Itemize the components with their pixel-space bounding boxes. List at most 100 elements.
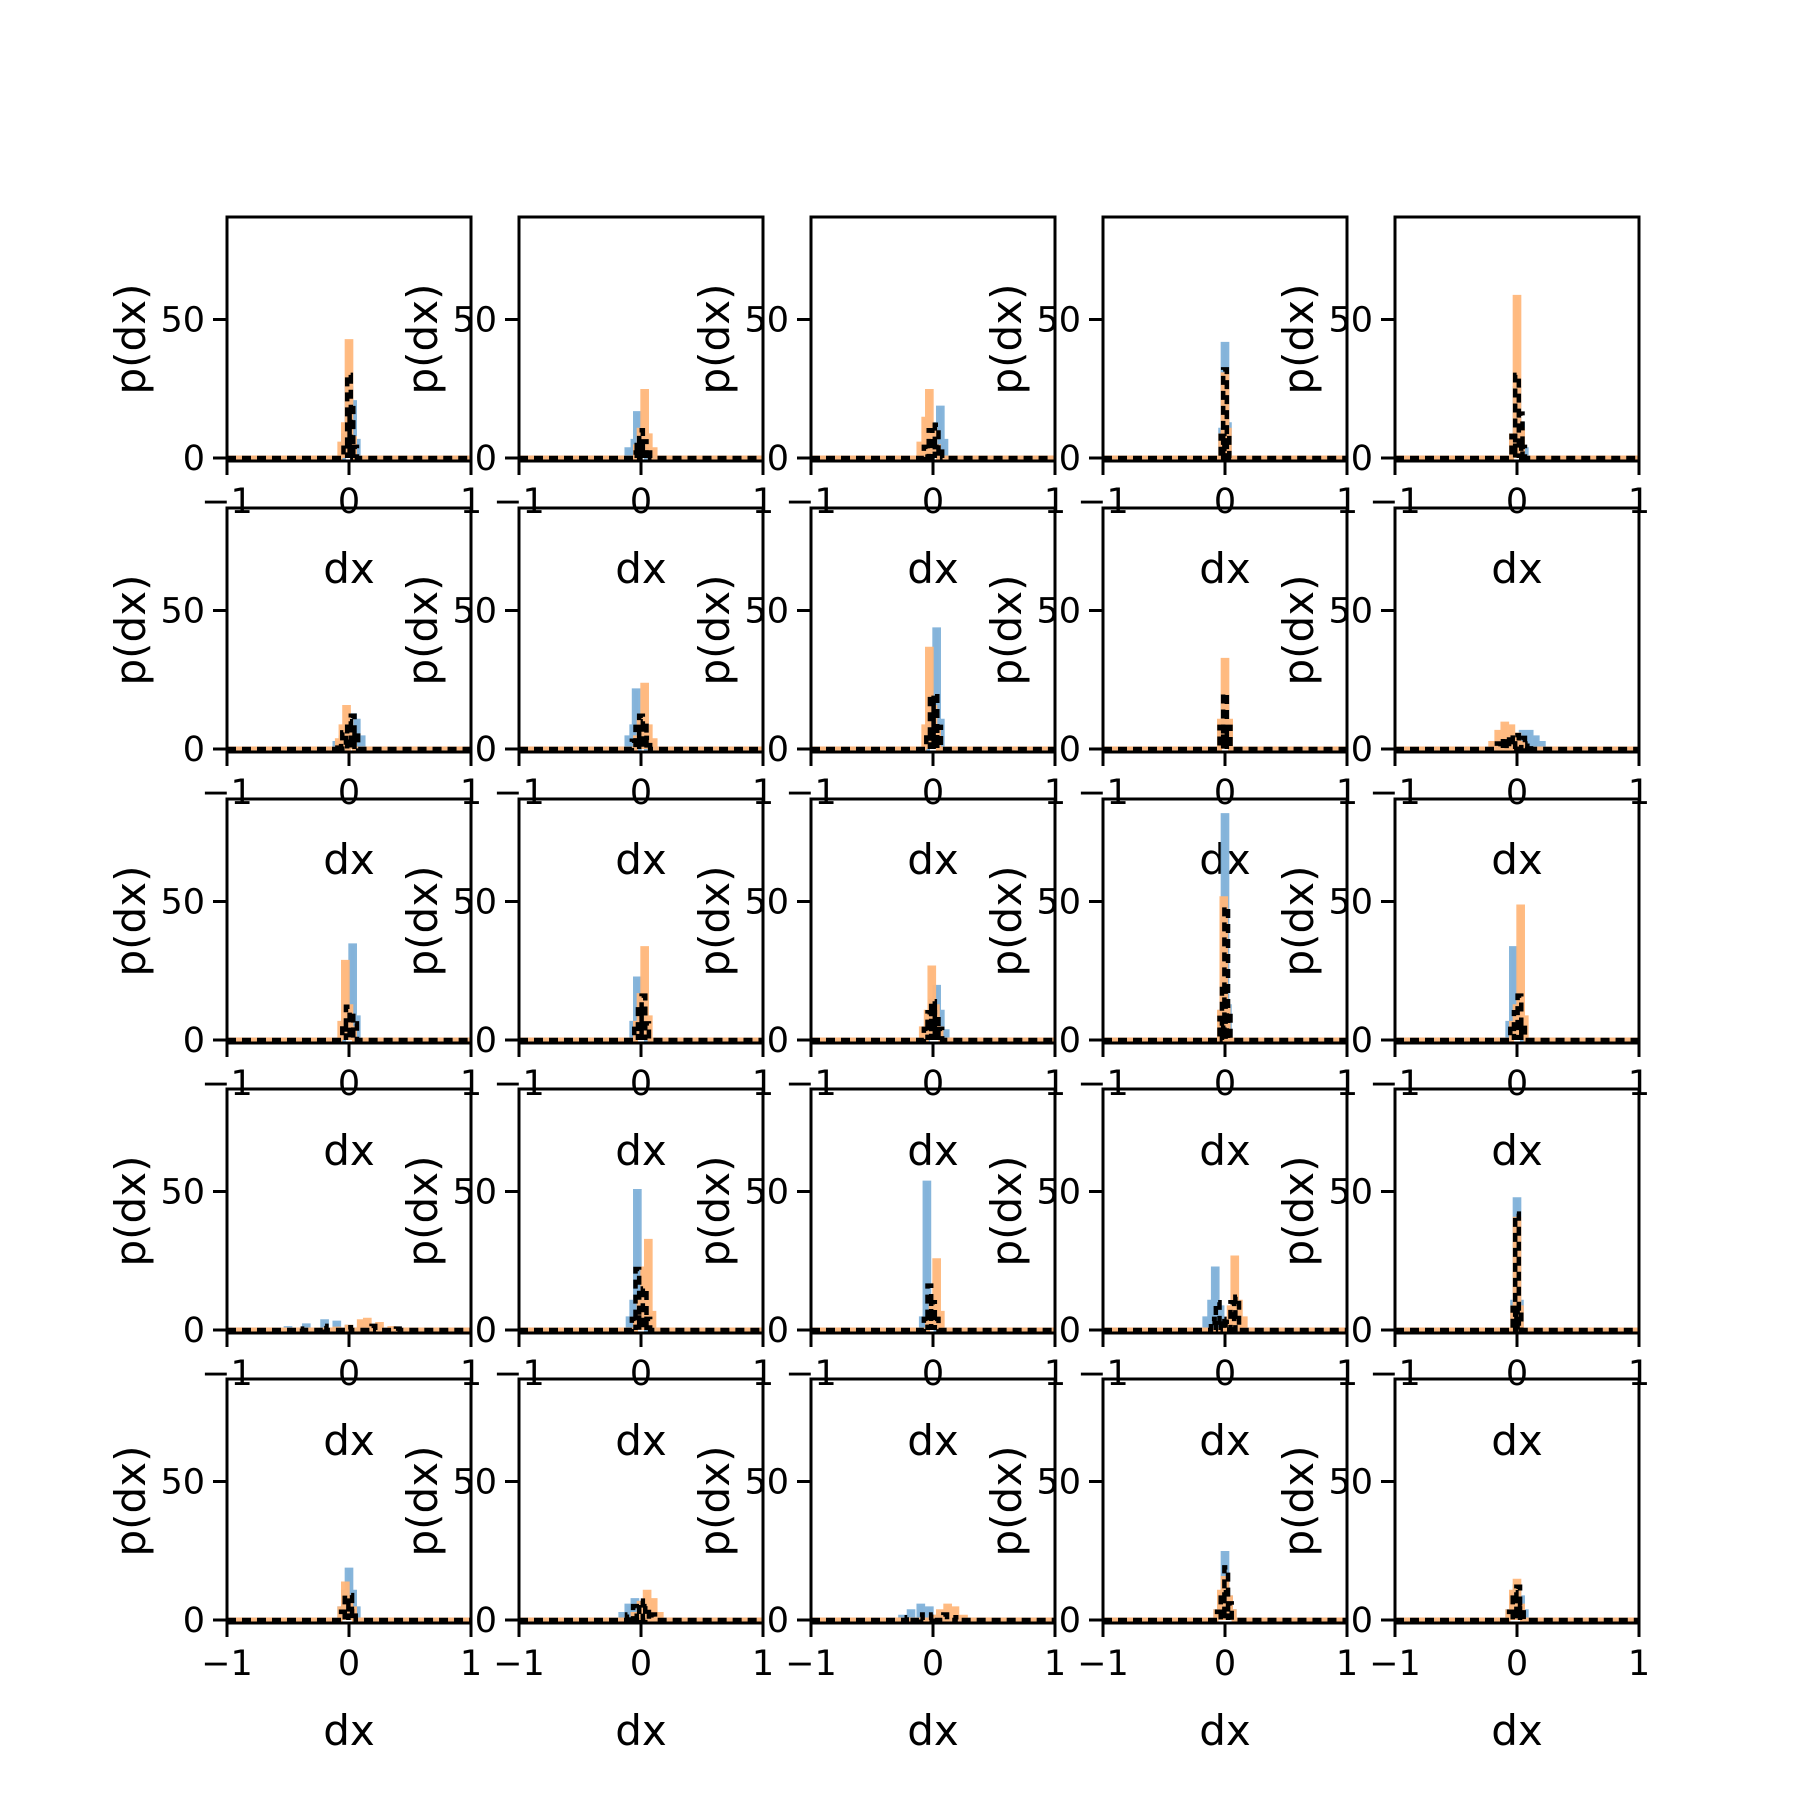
y-tick-label: 0 — [1059, 1021, 1081, 1061]
x-tick-label: 1 — [1044, 1354, 1066, 1394]
histogram-line-c — [811, 998, 1055, 1043]
series-c-r3-c2 — [811, 1283, 1055, 1333]
x-tick-label: 1 — [752, 773, 774, 813]
y-tick-label: 50 — [744, 300, 789, 340]
y-axis-label: p(dx) — [690, 1156, 739, 1267]
y-axis-label: p(dx) — [106, 284, 155, 395]
series-c-r4-c2 — [811, 1612, 1055, 1623]
x-tick-label: 1 — [1336, 1064, 1358, 1104]
histogram-bar — [365, 1320, 370, 1330]
y-tick-label: 50 — [1328, 1462, 1373, 1502]
histogram-line-c — [227, 1004, 471, 1043]
histogram-bar — [1533, 737, 1538, 749]
x-tick-label: 1 — [1044, 1644, 1066, 1684]
x-axis-label: dx — [323, 1706, 375, 1755]
y-tick-label: 0 — [767, 439, 789, 479]
x-axis-label: dx — [615, 1416, 667, 1465]
x-tick-label: −1 — [1369, 1644, 1421, 1684]
y-tick-label: 0 — [1351, 1311, 1373, 1351]
x-tick-label: 1 — [1044, 773, 1066, 813]
x-tick-label: 0 — [338, 1644, 360, 1684]
x-axis-label: dx — [1491, 1416, 1543, 1465]
x-tick-label: 1 — [1628, 482, 1650, 522]
y-tick-label: 50 — [744, 591, 789, 631]
y-tick-label: 50 — [160, 591, 205, 631]
histogram-line-c — [519, 1598, 763, 1623]
x-axis-label: dx — [1199, 1416, 1251, 1465]
x-tick-label: −1 — [493, 1644, 545, 1684]
y-tick-label: 50 — [160, 882, 205, 922]
histogram-line-c — [227, 372, 471, 461]
y-axis-label: p(dx) — [106, 575, 155, 686]
y-tick-label: 0 — [1059, 439, 1081, 479]
histogram-bar — [635, 1023, 640, 1040]
histogram-bar — [1518, 907, 1523, 1040]
histogram-line-c — [811, 691, 1055, 752]
histogram-line-c — [227, 1592, 471, 1623]
y-axis-label: p(dx) — [1274, 866, 1323, 977]
y-tick-label: 0 — [767, 730, 789, 770]
histogram-bar — [953, 1608, 957, 1620]
histogram-bar — [646, 1017, 651, 1040]
x-axis-label: dx — [323, 1416, 375, 1465]
histogram-bar — [1204, 1318, 1209, 1330]
histogram-bar — [1490, 743, 1495, 749]
y-axis-label: p(dx) — [398, 575, 447, 686]
histogram-bar — [620, 1614, 625, 1620]
y-tick-label: 0 — [767, 1021, 789, 1061]
y-tick-label: 0 — [475, 1311, 497, 1351]
y-axis-label: p(dx) — [982, 1446, 1031, 1557]
y-tick-label: 0 — [1059, 1311, 1081, 1351]
y-tick-label: 50 — [160, 1172, 205, 1212]
y-axis-label: p(dx) — [106, 1156, 155, 1267]
y-tick-label: 0 — [475, 1601, 497, 1641]
x-tick-label: 0 — [630, 482, 652, 522]
y-axis-label: p(dx) — [690, 284, 739, 395]
histogram-bar — [909, 1611, 913, 1620]
histogram-line-b — [1395, 294, 1639, 461]
histogram-line-c — [811, 1612, 1055, 1623]
series-c-r1-c3 — [1103, 691, 1347, 752]
histogram-bar — [628, 1318, 632, 1330]
histogram-bar — [1511, 1592, 1516, 1620]
x-tick-label: 1 — [752, 1644, 774, 1684]
histogram-bar — [343, 962, 348, 1040]
y-tick-label: 50 — [1328, 300, 1373, 340]
histogram-bar — [943, 1031, 948, 1040]
histogram-bar — [1219, 1592, 1224, 1620]
y-tick-label: 0 — [1351, 1021, 1373, 1061]
histogram-bar — [938, 1012, 943, 1040]
histogram-bar — [918, 444, 923, 458]
x-tick-label: 1 — [1336, 773, 1358, 813]
histogram-line-c — [519, 993, 763, 1043]
histogram-bar — [334, 1323, 339, 1330]
x-tick-label: 0 — [1214, 1064, 1236, 1104]
histogram-bar — [633, 1600, 637, 1620]
x-tick-label: 0 — [630, 1644, 652, 1684]
y-tick-label: 0 — [475, 1021, 497, 1061]
y-tick-label: 50 — [452, 1172, 497, 1212]
x-tick-label: 1 — [1044, 482, 1066, 522]
series-c-r3-c3 — [1103, 1294, 1347, 1333]
y-tick-label: 50 — [452, 882, 497, 922]
histogram-bar — [1507, 1611, 1512, 1620]
x-tick-label: 1 — [460, 773, 482, 813]
x-tick-label: 0 — [338, 1354, 360, 1394]
x-axis-label: dx — [615, 1706, 667, 1755]
histogram-bar — [646, 435, 651, 458]
histogram-line-b — [1103, 1255, 1347, 1333]
x-axis-label: dx — [907, 1416, 959, 1465]
x-tick-label: 1 — [1044, 1064, 1066, 1104]
y-tick-label: 0 — [183, 439, 205, 479]
series-c-r1-c4 — [1395, 732, 1639, 752]
